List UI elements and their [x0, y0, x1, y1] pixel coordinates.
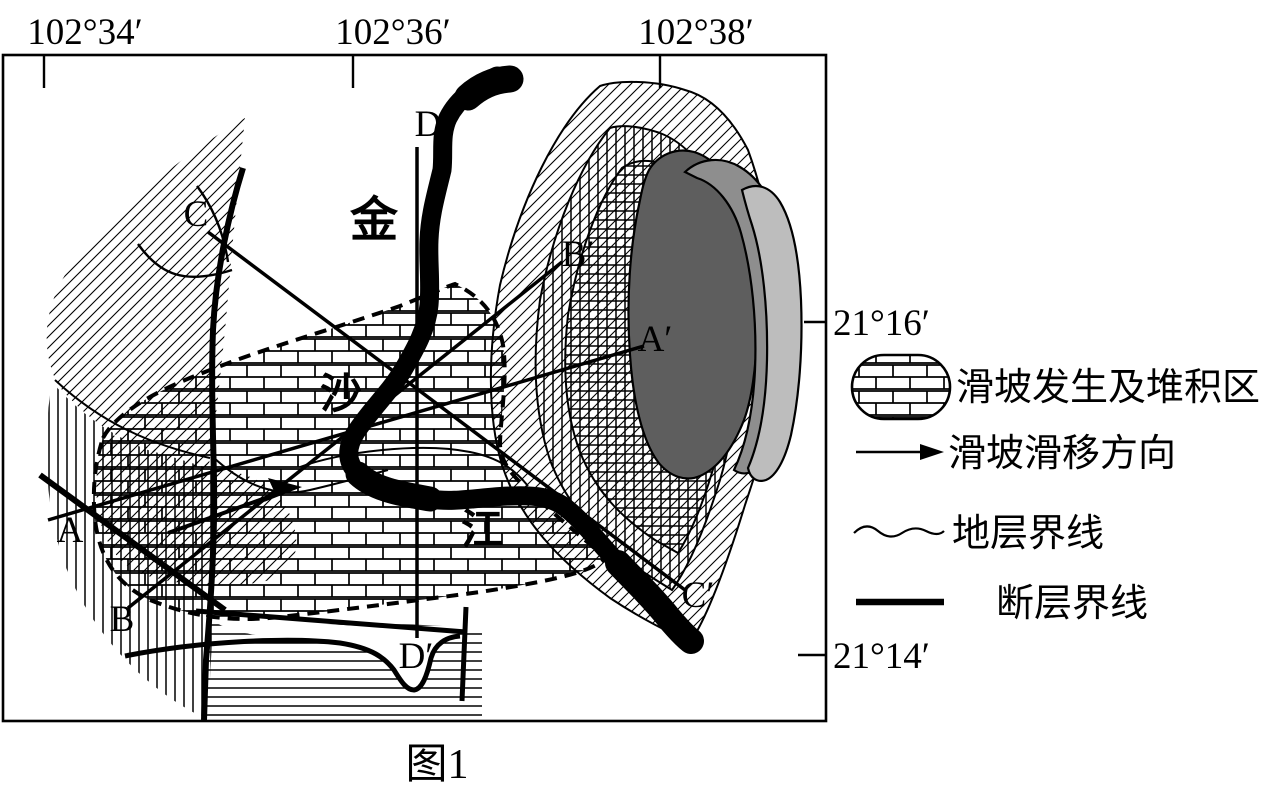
- stratum-line-mid-east: [299, 446, 529, 487]
- legend-label-slide-direction: 滑坡滑移方向: [948, 433, 1176, 475]
- longitude-label-3: 102°38′: [638, 12, 753, 53]
- legend-item-slide-direction: 滑坡滑移方向: [856, 433, 1176, 475]
- map-frame: [1, 53, 828, 723]
- legend-item-stratum-boundary: 地层界线: [853, 513, 1104, 555]
- jinsha-river: [339, 65, 704, 654]
- stratum-boundary-line-icon: [853, 525, 945, 538]
- river-char-jiang: 江: [461, 507, 503, 554]
- section-label-b: B: [110, 599, 135, 640]
- zone-gray-dark: [627, 149, 759, 480]
- latitude-label-2: 21°14′: [833, 636, 930, 677]
- fault-line-bottom-vertical: [459, 606, 469, 702]
- river-char-sha: 沙: [320, 372, 362, 418]
- latitude-ticks: [798, 320, 826, 657]
- legend-item-landslide-area: 滑坡发生及堆积区: [850, 353, 1260, 421]
- section-label-b-prime: B′: [562, 234, 595, 275]
- section-label-a: A: [57, 510, 84, 551]
- figure-caption: 图1: [405, 742, 468, 788]
- legend-label-stratum-boundary: 地层界线: [952, 513, 1104, 555]
- slide-direction-arrow-icon: [856, 444, 944, 460]
- section-label-d: D: [415, 104, 442, 145]
- zone-gray-light: [740, 184, 803, 482]
- longitude-ticks: [42, 56, 662, 88]
- legend-item-fault-boundary: 断层界线: [856, 583, 1148, 625]
- fault-line-main: [201, 167, 246, 721]
- landslide-area-swatch-icon: [850, 353, 952, 421]
- section-label-a-prime: A′: [638, 319, 673, 360]
- stratum-line-west: [54, 379, 211, 459]
- section-label-c: C: [184, 194, 209, 235]
- legend-label-landslide-area: 滑坡发生及堆积区: [956, 367, 1260, 409]
- section-label-d-prime: D′: [399, 636, 434, 677]
- section-line-c: [206, 230, 687, 592]
- fault-line-west-diagonal: [38, 472, 227, 613]
- legend-label-fault-boundary: 断层界线: [996, 583, 1148, 625]
- fault-line-bottom: [195, 608, 467, 635]
- longitude-label-1: 102°34′: [27, 12, 142, 53]
- river-char-jin: 金: [349, 194, 399, 247]
- longitude-label-2: 102°36′: [335, 12, 450, 53]
- channel-white-area: [207, 617, 464, 691]
- landslide-boundary-dashed: [91, 281, 608, 621]
- legend: 滑坡发生及堆积区 滑坡滑移方向 地层界线 断层界线: [850, 353, 1260, 625]
- channel-curve: [124, 633, 461, 693]
- stratum-line-near-c: [196, 185, 230, 263]
- section-label-c-prime: C′: [682, 575, 715, 616]
- slide-direction-arrow-on-map: [167, 478, 302, 535]
- latitude-label-1: 21°16′: [833, 303, 930, 344]
